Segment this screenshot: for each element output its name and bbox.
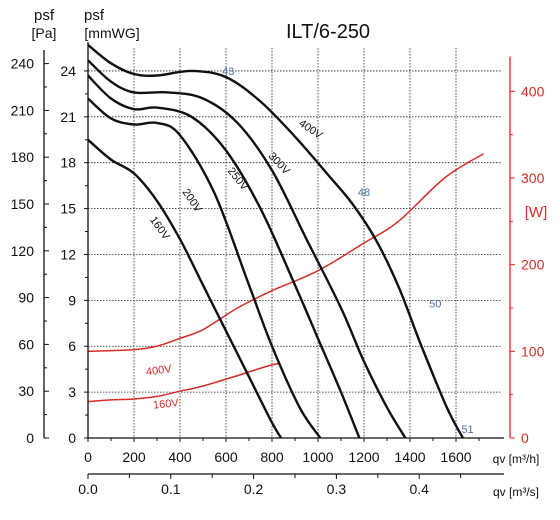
pressure-curve-400V: [87, 43, 464, 439]
x-top-tick-label: 400: [168, 449, 192, 465]
x-bottom-tick-label: 0.1: [161, 481, 181, 497]
y-pa-tick-label: 60: [18, 336, 34, 352]
x-top-tick-label: 1600: [440, 449, 471, 465]
x-top-tick-label: 800: [260, 449, 284, 465]
y-pa-tick-label: 0: [26, 430, 34, 446]
curve-label-160V: 160V: [152, 397, 179, 412]
x-top-tick-label: 1400: [394, 449, 425, 465]
mmwg-axis-label-line1: psf: [84, 7, 105, 24]
marker-51: 51: [461, 424, 473, 436]
pressure-curve-250V: [87, 74, 361, 439]
y-mmwg-tick-label: 21: [60, 109, 76, 125]
power-curve-160V: [87, 362, 280, 403]
axes: 0 200 400 600 800 1000 1200 1400 160003691215182…: [11, 42, 545, 497]
x-axis-bottom-label: qv [m³/s]: [493, 485, 539, 499]
y-pa-tick-label: 210: [11, 102, 35, 118]
curve-label-250V: 250V: [225, 165, 251, 193]
marker-50: 50: [429, 298, 441, 310]
x-top-tick-label: 1000: [302, 449, 333, 465]
pressure-curve-200V: [87, 97, 322, 439]
pa-axis-label-line2: [Pa]: [32, 25, 57, 41]
pressure-curve-300V: [87, 59, 407, 439]
y-power-tick-label: 0: [521, 430, 529, 446]
y-pa-tick-label: 120: [11, 243, 35, 259]
x-top-tick-label: 200: [122, 449, 146, 465]
y-pa-tick-label: 30: [18, 383, 34, 399]
power-axis-label: [W]: [525, 204, 548, 221]
y-pa-tick-label: 240: [11, 56, 35, 72]
x-bottom-tick-label: 0.4: [409, 481, 429, 497]
mmwg-axis-label-line2: [mmWG]: [84, 25, 139, 41]
x-top-tick-label: 0: [84, 449, 92, 465]
curve-label-300V: 300V: [266, 150, 293, 177]
y-power-tick-label: 200: [521, 257, 545, 273]
y-mmwg-tick-label: 12: [60, 246, 76, 262]
x-bottom-tick-label: 0.0: [78, 481, 98, 497]
pa-axis-label-line1: psf: [34, 7, 55, 24]
y-mmwg-tick-label: 18: [60, 155, 76, 171]
y-mmwg-tick-label: 6: [68, 338, 76, 354]
x-top-tick-label: 600: [214, 449, 238, 465]
y-mmwg-tick-label: 3: [68, 384, 76, 400]
y-mmwg-tick-label: 15: [60, 201, 76, 217]
curve-label-400V: 400V: [296, 117, 325, 142]
x-axis-top-label: qv [m³/h]: [493, 452, 540, 466]
y-power-tick-label: 100: [521, 343, 545, 359]
power-curve-400V: [87, 153, 484, 353]
x-bottom-tick-label: 0.3: [327, 481, 347, 497]
pressure-curves: [87, 43, 464, 439]
y-power-tick-label: 400: [521, 83, 545, 99]
y-mmwg-tick-label: 9: [68, 292, 76, 308]
y-mmwg-tick-label: 24: [60, 63, 76, 79]
curve-label-200V: 200V: [180, 187, 205, 216]
chart-title: ILT/6-250: [286, 21, 370, 43]
x-bottom-tick-label: 0.2: [244, 481, 264, 497]
power-curves: [87, 153, 484, 403]
marker-43: 43: [222, 66, 234, 78]
grid: [88, 48, 502, 438]
y-pa-tick-label: 150: [11, 196, 35, 212]
y-mmwg-tick-label: 0: [68, 430, 76, 446]
pressure-curve-160V: [87, 138, 283, 439]
marker-48: 48: [358, 187, 370, 199]
y-pa-tick-label: 180: [11, 149, 35, 165]
y-pa-tick-label: 90: [18, 290, 34, 306]
x-top-tick-label: 1200: [348, 449, 379, 465]
y-power-tick-label: 300: [521, 170, 545, 186]
curve-label-400V: 400V: [145, 363, 173, 379]
